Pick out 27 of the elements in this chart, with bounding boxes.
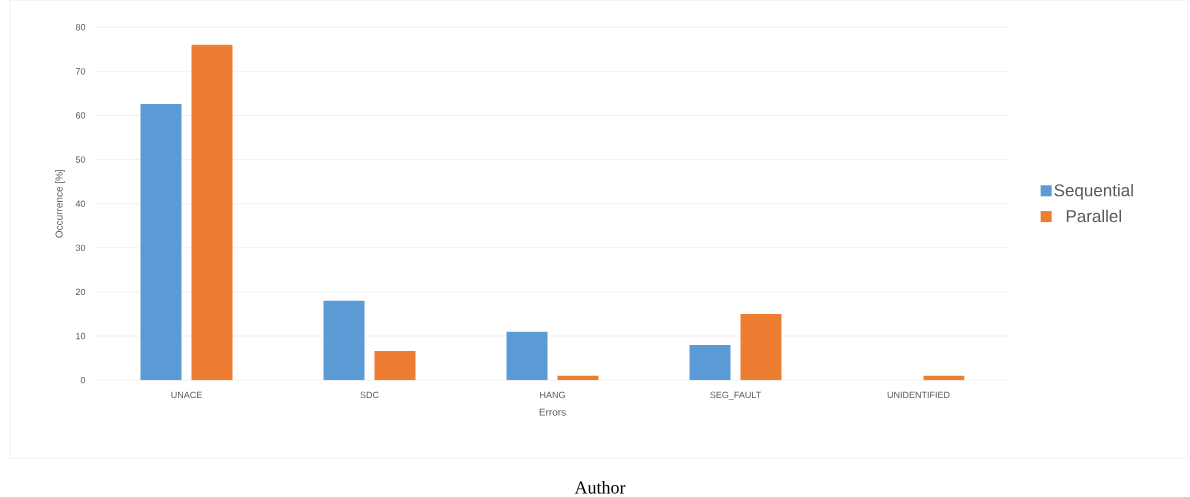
x-tick-label: SEG_FAULT	[710, 391, 761, 400]
bar	[323, 300, 365, 381]
bar	[140, 103, 182, 381]
y-tick-label: 80	[75, 23, 86, 31]
y-tick-label: 20	[75, 288, 86, 296]
y-tick-label: 60	[75, 112, 86, 119]
bar	[557, 375, 599, 381]
text: Author	[574, 480, 626, 494]
bar	[689, 344, 731, 381]
y-tick-label: 0	[80, 376, 86, 384]
legend-label: Parallel	[1066, 209, 1122, 223]
y-axis-title: Occurrence [%]	[55, 169, 65, 238]
y-tick-label: 10	[76, 332, 86, 340]
legend-label: Sequential	[1054, 183, 1133, 200]
y-tick-label: 50	[75, 156, 86, 163]
x-tick-label: UNACE	[171, 391, 202, 399]
y-tick-label: 30	[75, 244, 86, 251]
bar	[506, 331, 548, 381]
y-tick-label: 70	[75, 68, 86, 75]
x-axis-title: Errors	[539, 408, 566, 416]
x-tick-label: HANG	[540, 391, 565, 399]
y-tick-label: 40	[75, 200, 86, 207]
x-tick-label: UNIDENTIFIED	[887, 391, 950, 398]
x-tick-label: SDC	[360, 391, 379, 399]
bar	[191, 44, 233, 381]
bar	[740, 313, 782, 381]
bar	[374, 350, 416, 381]
